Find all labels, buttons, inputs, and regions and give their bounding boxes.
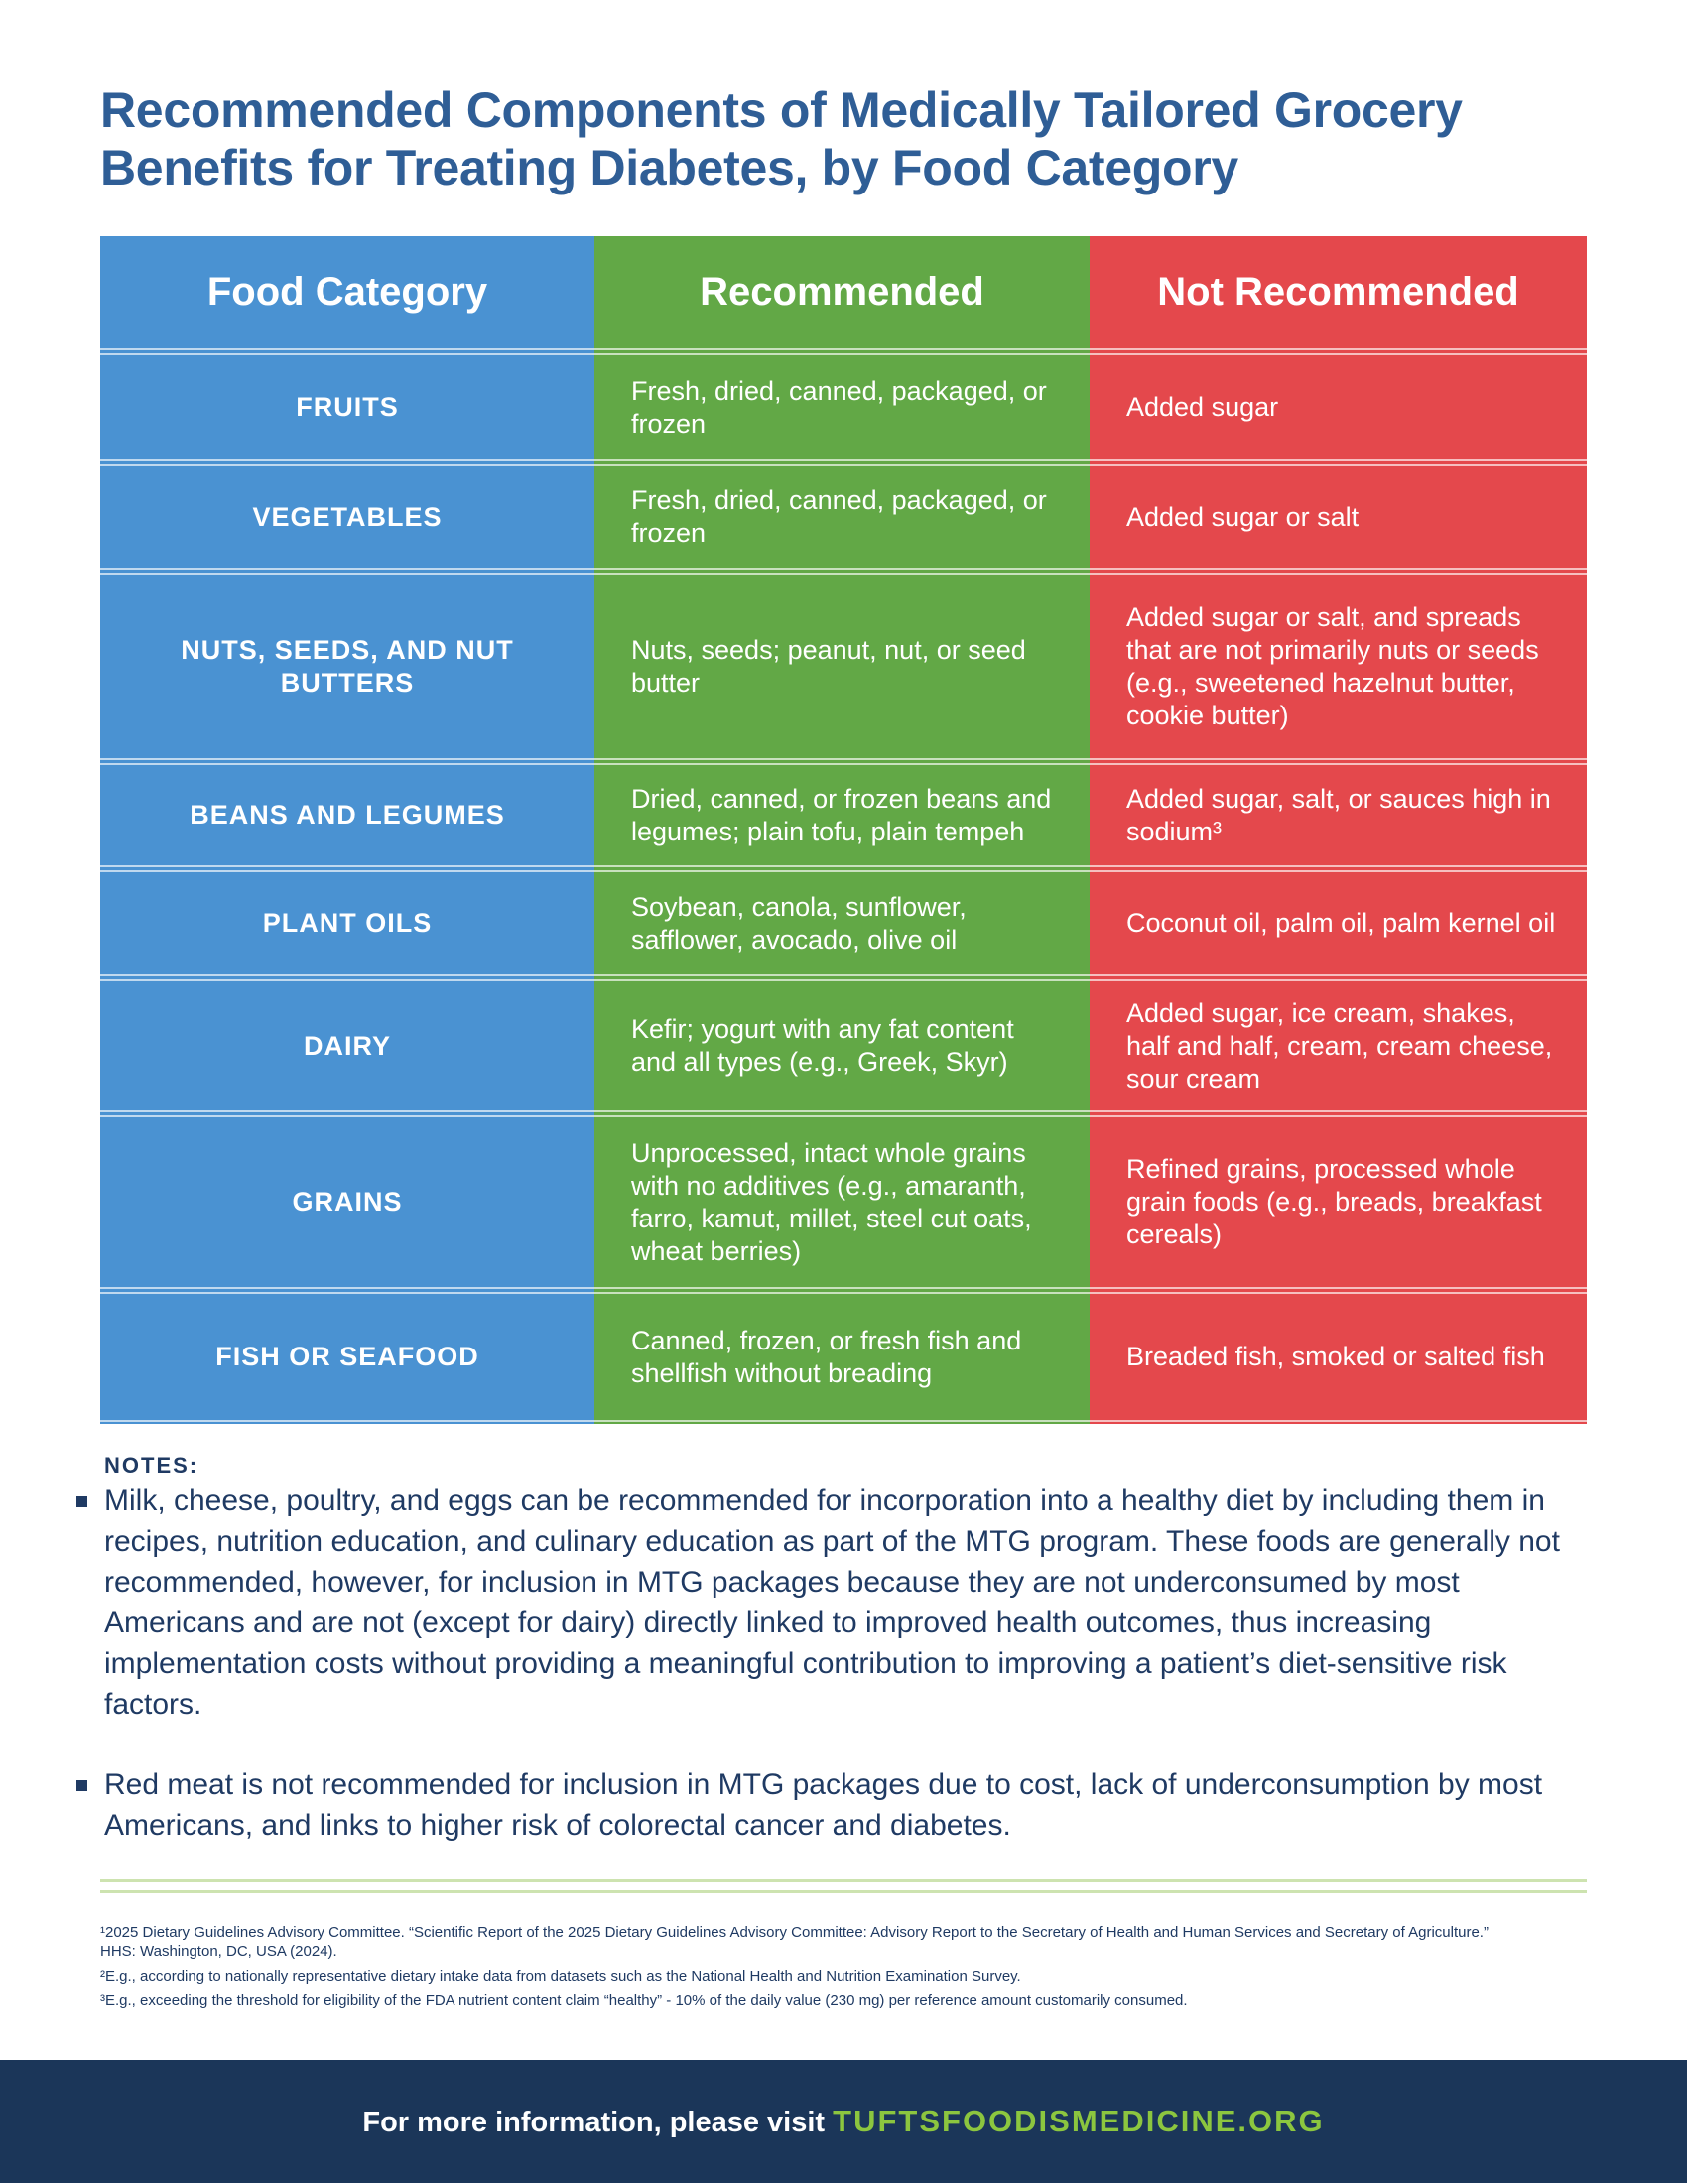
food-table: Food Category Recommended Not Recommended F…	[100, 236, 1587, 1427]
table-cell: Fresh, dried, canned, packaged, or froze…	[594, 348, 1090, 463]
title-line: Benefits for Treating Diabetes, by Food …	[100, 140, 1238, 195]
title-line: Recommended Components of Medically Tail…	[100, 82, 1463, 138]
footnote-text: E.g., exceeding the threshold for eligib…	[105, 1992, 1188, 2009]
footer: For more information, please visit TUFTS…	[0, 2060, 1687, 2183]
header-row: Food Category Recommended Not Recommended	[100, 236, 1587, 352]
title: Recommended Components of Medically Tail…	[100, 81, 1463, 196]
notes-list: Milk, cheese, poultry, and eggs can be r…	[76, 1480, 1589, 1846]
table-cell: Canned, frozen, or fresh fish and shellf…	[594, 1287, 1090, 1427]
table-cell: Coconut oil, palm oil, palm kernel oil	[1090, 865, 1587, 978]
category-cell: BEANS AND LEGUMES	[100, 758, 594, 869]
category-cell: FISH OR SEAFOOD	[100, 1287, 594, 1427]
table-row: BEANS AND LEGUMES Dried, canned, or froze…	[100, 758, 1587, 869]
category-cell: VEGETABLES	[100, 459, 594, 572]
table-row: FISH OR SEAFOOD Canned, frozen, or fresh …	[100, 1287, 1587, 1427]
table-cell: Fresh, dried, canned, packaged, or froze…	[594, 459, 1090, 572]
notes-heading: NOTES:	[104, 1453, 199, 1477]
table-cell: Added sugar, ice cream, shakes, half and…	[1090, 974, 1587, 1114]
category-cell: DAIRY	[100, 974, 594, 1114]
category-cell: GRAINS	[100, 1110, 594, 1291]
table-cell: Added sugar or salt, and spreads that ar…	[1090, 568, 1587, 762]
footer-link[interactable]: TUFTSFOODISMEDICINE.ORG	[833, 2104, 1325, 2138]
divider	[100, 1890, 1587, 1893]
category-cell: FRUITS	[100, 348, 594, 463]
table-cell: Refined grains, processed whole grain fo…	[1090, 1110, 1587, 1291]
footnote-mark: ³	[100, 1992, 105, 2009]
table-row: GRAINS Unprocessed, intact whole grains w…	[100, 1110, 1587, 1291]
footnote: ³E.g., exceeding the threshold for eligi…	[100, 1991, 1519, 2010]
footnotes: ¹2025 Dietary Guidelines Advisory Commit…	[100, 1923, 1519, 2016]
table-cell: Nuts, seeds; peanut, nut, or seed butter	[594, 568, 1090, 762]
table-cell: Soybean, canola, sunflower, safflower, a…	[594, 865, 1090, 978]
note-item: Red meat is not recommended for inclusio…	[76, 1764, 1589, 1846]
divider	[100, 1879, 1587, 1882]
footer-text: For more information, please visit	[362, 2107, 826, 2138]
footnote-text: 2025 Dietary Guidelines Advisory Committ…	[100, 1924, 1489, 1960]
table-row: VEGETABLES Fresh, dried, canned, packaged…	[100, 459, 1587, 572]
column-header: Not Recommended	[1090, 236, 1587, 352]
footnote-mark: ²	[100, 1968, 105, 1985]
table-cell: Kefir; yogurt with any fat content and a…	[594, 974, 1090, 1114]
table-cell: Dried, canned, or frozen beans and legum…	[594, 758, 1090, 869]
table-row: DAIRY Kefir; yogurt with any fat content …	[100, 974, 1587, 1114]
table-row: PLANT OILS Soybean, canola, sunflower, sa…	[100, 865, 1587, 978]
table-cell: Unprocessed, intact whole grains with no…	[594, 1110, 1090, 1291]
table-row: FRUITS Fresh, dried, canned, packaged, or…	[100, 348, 1587, 463]
footnote-mark: ¹	[100, 1924, 105, 1941]
footnote: ²E.g., according to nationally represent…	[100, 1967, 1519, 1986]
column-header: Food Category	[100, 236, 594, 352]
category-cell: NUTS, SEEDS, AND NUT BUTTERS	[100, 568, 594, 762]
category-cell: PLANT OILS	[100, 865, 594, 978]
footnote-text: E.g., according to nationally representa…	[105, 1968, 1021, 1985]
table-cell: Breaded fish, smoked or salted fish	[1090, 1287, 1587, 1427]
notes: NOTES: Milk, cheese, poultry, and eggs c…	[76, 1453, 1589, 1885]
table-row: NUTS, SEEDS, AND NUT BUTTERS Nuts, seeds;…	[100, 568, 1587, 762]
footnote: ¹2025 Dietary Guidelines Advisory Commit…	[100, 1923, 1519, 1961]
table-cell: Added sugar	[1090, 348, 1587, 463]
table-cell: Added sugar, salt, or sauces high in sod…	[1090, 758, 1587, 869]
note-item: Milk, cheese, poultry, and eggs can be r…	[76, 1480, 1589, 1725]
column-header: Recommended	[594, 236, 1090, 352]
table-cell: Added sugar or salt	[1090, 459, 1587, 572]
